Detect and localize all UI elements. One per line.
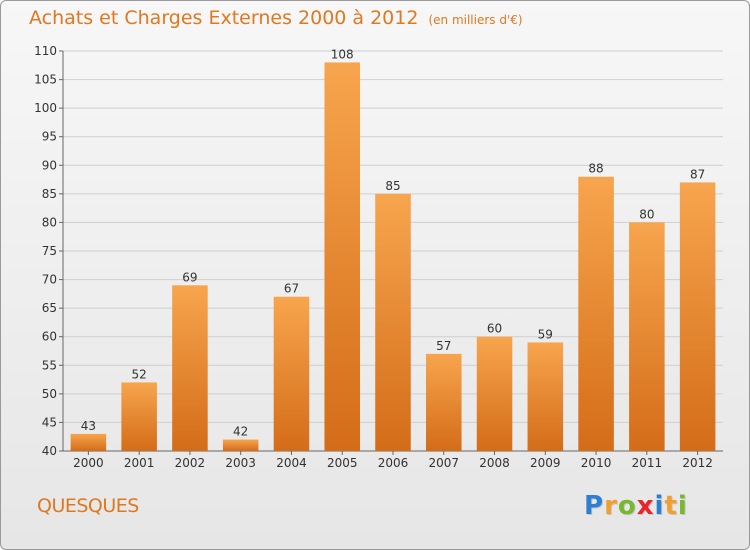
bar xyxy=(578,176,614,451)
x-tick-label: 2012 xyxy=(682,456,713,470)
x-tick-label: 2004 xyxy=(276,456,307,470)
y-tick-labels: 40 45 50 55 60 65 70 75 80 85 90 95 100 105 110 xyxy=(34,44,57,458)
x-tick-label: 2000 xyxy=(73,456,104,470)
bar-value-label: 80 xyxy=(639,207,654,221)
bar xyxy=(375,193,411,451)
logo-letter: x xyxy=(636,491,655,521)
x-tick-label: 2001 xyxy=(124,456,155,470)
y-tick-label: 45 xyxy=(42,415,57,429)
chart-unit: (en milliers d'€) xyxy=(428,13,523,27)
y-tick-label: 90 xyxy=(42,158,57,172)
bar-value-label: 67 xyxy=(284,282,299,296)
bars xyxy=(70,62,716,452)
bar-value-label: 43 xyxy=(81,419,96,433)
y-tick-label: 65 xyxy=(42,301,57,315)
y-tick-label: 110 xyxy=(34,44,57,58)
x-tick-label: 2007 xyxy=(428,456,459,470)
x-tick-label: 2006 xyxy=(378,456,409,470)
x-tick-label: 2005 xyxy=(327,456,358,470)
bar xyxy=(222,439,259,451)
commune-name: QUESQUES xyxy=(37,495,139,517)
x-tick-labels: 2000 2001 2002 2003 2004 2005 2006 2007 2008 2009… xyxy=(73,451,713,470)
bar-value-label: 42 xyxy=(233,425,248,439)
bar-value-label: 52 xyxy=(132,367,147,381)
y-tick-label: 40 xyxy=(42,444,57,458)
bar-value-label: 88 xyxy=(588,162,603,176)
y-tick-label: 60 xyxy=(42,330,57,344)
bar-value-label: 87 xyxy=(690,167,705,181)
bar xyxy=(70,433,107,451)
bar xyxy=(527,342,564,451)
y-tick-label: 80 xyxy=(42,215,57,229)
y-tick-label: 55 xyxy=(42,358,57,372)
bar-value-label: 85 xyxy=(385,179,400,193)
y-tick-label: 100 xyxy=(34,101,57,115)
bar-value-label: 60 xyxy=(487,322,502,336)
bar xyxy=(476,336,513,451)
x-tick-label: 2010 xyxy=(581,456,612,470)
chart-title: Achats et Charges Externes 2000 à 2012 (e… xyxy=(29,7,523,29)
y-tick-label: 75 xyxy=(42,244,57,258)
bar xyxy=(121,382,157,451)
bar xyxy=(172,285,208,451)
bar-value-label: 69 xyxy=(182,270,197,284)
y-tick-label: 95 xyxy=(42,130,57,144)
bar xyxy=(426,353,462,451)
logo-letter: i xyxy=(677,491,688,521)
logo-letter: r xyxy=(604,491,618,521)
x-tick-label: 2002 xyxy=(175,456,206,470)
x-tick-label: 2011 xyxy=(632,456,663,470)
x-tick-label: 2009 xyxy=(530,456,561,470)
logo-letter: P xyxy=(584,491,605,521)
bar xyxy=(679,182,716,451)
y-tick-label: 85 xyxy=(42,187,57,201)
bar-value-label: 59 xyxy=(538,327,553,341)
logo-letter: t xyxy=(664,491,678,521)
proxiti-logo: Proxiti xyxy=(584,491,688,521)
logo-letter: o xyxy=(617,491,637,521)
bar xyxy=(629,222,665,451)
bar xyxy=(273,296,310,451)
bar-value-label: 108 xyxy=(331,47,354,61)
y-tick-label: 105 xyxy=(34,73,57,87)
value-labels: 43 52 69 42 67 108 85 57 60 59 88 80 87 xyxy=(81,47,706,438)
bar-value-label: 57 xyxy=(436,339,451,353)
y-tick-label: 70 xyxy=(42,273,57,287)
y-tick-label: 50 xyxy=(42,387,57,401)
x-tick-label: 2008 xyxy=(479,456,510,470)
x-tick-label: 2003 xyxy=(225,456,256,470)
chart-title-text: Achats et Charges Externes 2000 à 2012 xyxy=(29,7,419,29)
logo-letter: i xyxy=(654,491,665,521)
bar xyxy=(324,62,360,452)
